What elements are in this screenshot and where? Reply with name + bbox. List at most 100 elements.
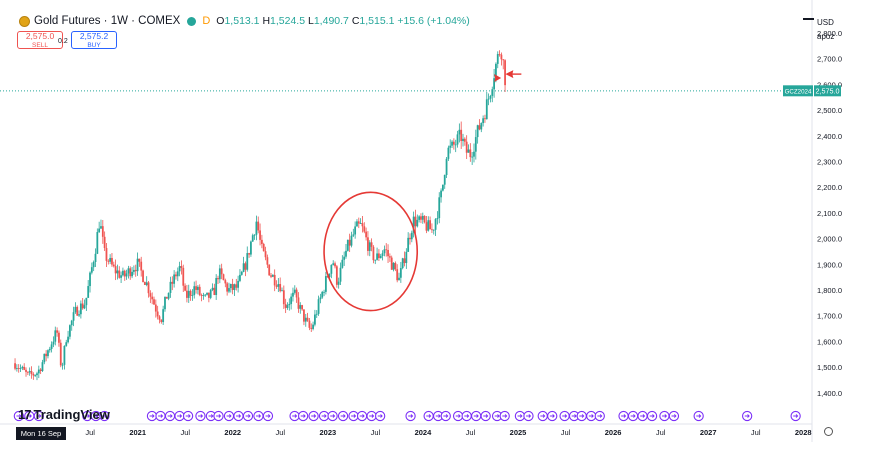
event-marker-icon[interactable]	[327, 410, 338, 422]
y-tick-label: 1,800.0	[817, 286, 842, 295]
annotation-arrow-right[interactable]	[494, 73, 502, 82]
event-marker-icon[interactable]	[514, 410, 526, 422]
candle-body	[235, 284, 238, 288]
event-marker-icon[interactable]	[297, 410, 309, 422]
event-marker-icon[interactable]	[637, 410, 648, 422]
event-marker-icon[interactable]	[618, 410, 629, 422]
event-marker-icon[interactable]	[33, 410, 44, 422]
candle-body	[367, 237, 369, 251]
event-marker-icon[interactable]	[559, 410, 570, 422]
candle-body	[427, 220, 430, 231]
event-marker-icon[interactable]	[423, 410, 434, 422]
candle-body	[412, 216, 415, 233]
candle-body	[370, 242, 373, 247]
event-marker-icon[interactable]	[480, 410, 491, 422]
gear-icon[interactable]	[824, 427, 833, 436]
event-marker-icon[interactable]	[262, 410, 274, 422]
currency-selector[interactable]: USD	[817, 18, 834, 27]
candle-body	[138, 258, 141, 262]
scale-label[interactable]: apoz	[817, 32, 835, 41]
event-marker-icon[interactable]	[146, 410, 158, 422]
event-marker-icon[interactable]	[742, 410, 753, 422]
event-marker-icon[interactable]	[646, 410, 658, 422]
event-marker-arrow	[630, 414, 636, 418]
event-marker-icon[interactable]	[13, 410, 25, 422]
annotation-arrow-left[interactable]	[505, 70, 514, 79]
event-marker-icon[interactable]	[213, 410, 224, 422]
candle-body	[357, 221, 360, 224]
x-tick-label: Jul	[276, 428, 286, 437]
event-marker-icon[interactable]	[99, 410, 110, 422]
event-marker-icon[interactable]	[523, 410, 534, 422]
event-marker-icon[interactable]	[440, 410, 451, 422]
event-marker-icon[interactable]	[471, 410, 482, 422]
event-marker-icon[interactable]	[348, 410, 359, 422]
event-marker-icon[interactable]	[693, 410, 704, 422]
event-marker-icon[interactable]	[318, 410, 330, 422]
event-marker-icon[interactable]	[594, 410, 605, 422]
event-marker-arrow	[226, 414, 232, 418]
candle-body	[151, 296, 154, 300]
event-marker-icon[interactable]	[659, 410, 670, 422]
event-marker-icon[interactable]	[308, 410, 319, 422]
candle-body	[213, 287, 216, 296]
candle-body	[122, 270, 124, 276]
candle-body	[233, 284, 236, 290]
high-value: 1,524.5	[270, 15, 306, 27]
y-tick-label: 2,100.0	[817, 209, 842, 218]
candle-body	[279, 284, 282, 292]
event-marker-icon[interactable]	[223, 410, 235, 422]
event-marker-icon[interactable]	[164, 410, 176, 422]
event-marker-icon[interactable]	[182, 410, 194, 422]
event-marker-icon[interactable]	[576, 410, 587, 422]
annotation-circle[interactable]	[323, 191, 419, 312]
event-marker-icon[interactable]	[356, 410, 368, 422]
event-marker-icon[interactable]	[374, 410, 386, 422]
x-tick-label: 2028	[795, 428, 812, 437]
buy-button[interactable]: 2,575.2 BUY	[71, 31, 117, 49]
candle-body	[100, 226, 102, 229]
candle-body	[85, 297, 88, 306]
symbol-title[interactable]: Gold Futures · 1W · COMEX	[34, 15, 181, 27]
collapse-icon[interactable]	[803, 12, 814, 20]
candle-body	[196, 286, 199, 290]
candle-body	[81, 303, 84, 309]
candle-body	[484, 118, 486, 120]
event-marker-icon[interactable]	[627, 410, 639, 422]
event-marker-icon[interactable]	[195, 410, 206, 422]
candle-body	[32, 374, 35, 376]
event-marker-icon[interactable]	[790, 410, 801, 422]
candle-body	[465, 141, 468, 153]
event-marker-arrow	[793, 414, 799, 418]
event-marker-icon[interactable]	[337, 410, 349, 422]
event-marker-icon[interactable]	[499, 410, 510, 422]
event-marker-icon[interactable]	[537, 410, 548, 422]
tradingview-logo[interactable]: 17 TradingView	[18, 407, 110, 422]
candle-body	[374, 259, 377, 261]
candle-body	[275, 285, 278, 287]
event-marker-icon[interactable]	[452, 410, 464, 422]
event-marker-icon[interactable]	[174, 410, 185, 422]
event-marker-arrow	[502, 414, 508, 418]
event-marker-icon[interactable]	[586, 410, 597, 422]
event-marker-icon[interactable]	[405, 410, 416, 422]
event-marker-arrow	[300, 414, 306, 418]
event-marker-icon[interactable]	[233, 410, 244, 422]
visibility-icon[interactable]	[187, 16, 197, 26]
candle-body	[52, 341, 55, 345]
event-marker-arrow	[671, 414, 677, 418]
event-marker-icon[interactable]	[568, 410, 580, 422]
candle-body	[127, 268, 130, 274]
event-marker-icon[interactable]	[253, 410, 264, 422]
event-marker-icon[interactable]	[461, 410, 472, 422]
sell-button[interactable]: 2,575.0 SELL	[17, 31, 63, 49]
event-marker-icon[interactable]	[668, 410, 680, 422]
event-marker-icon[interactable]	[155, 410, 166, 422]
event-marker-icon[interactable]	[289, 410, 300, 422]
candle-body	[259, 230, 261, 240]
event-marker-icon[interactable]	[547, 410, 558, 422]
event-marker-icon[interactable]	[242, 410, 254, 422]
event-marker-icon[interactable]	[366, 410, 377, 422]
